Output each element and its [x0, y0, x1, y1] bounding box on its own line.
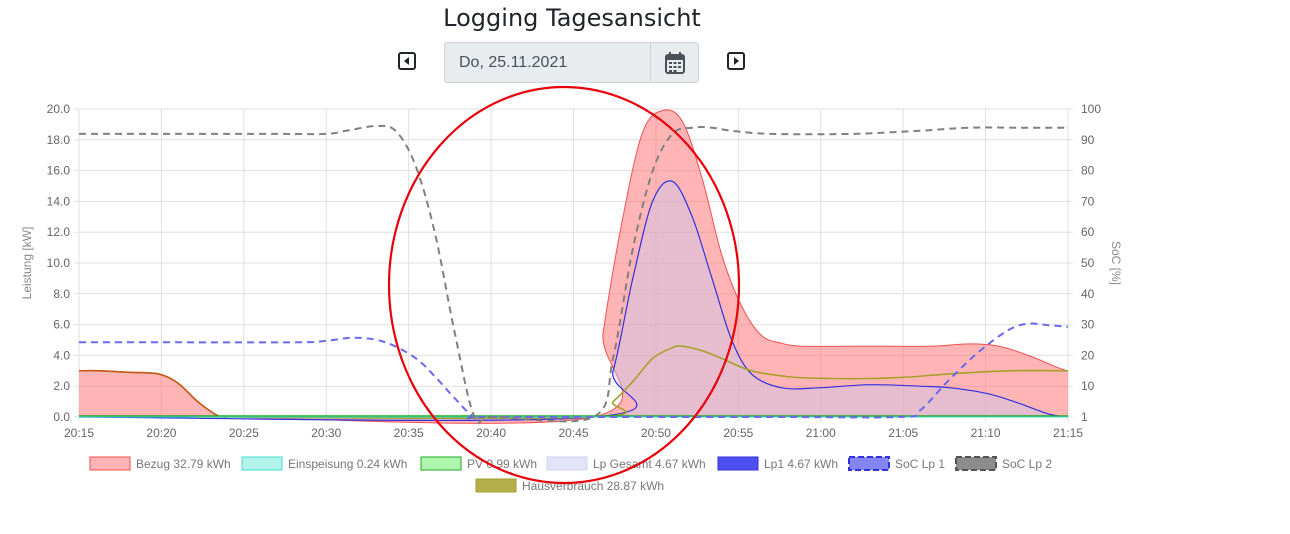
series-soc-lp1-line	[79, 322, 1069, 420]
series-soc-lp2-line	[79, 124, 1068, 425]
y2-tick-label: 100	[1081, 102, 1101, 116]
y-tick-label: 10.0	[47, 256, 71, 270]
x-tick-label: 20:50	[641, 426, 671, 440]
legend-label-soc1: SoC Lp 1	[895, 457, 945, 471]
y-tick-label: 0.0	[53, 410, 70, 424]
legend-label-lp_gesamt: Lp Gesamt 4.67 kWh	[593, 457, 706, 471]
series-bezug-area	[79, 109, 1068, 424]
y2-tick-label: 90	[1081, 133, 1095, 147]
series-lp-gesamt-area	[79, 180, 1068, 421]
previous-day-button[interactable]	[398, 52, 416, 70]
legend-swatch-lp1	[717, 456, 759, 471]
y-tick-label: 14.0	[47, 194, 71, 208]
y-axis-label: Leistung [kW]	[20, 227, 34, 300]
x-tick-label: 20:15	[64, 426, 94, 440]
date-input[interactable]: Do, 25.11.2021	[459, 54, 568, 71]
y2-tick-label: 70	[1081, 194, 1095, 208]
chart-grid	[74, 108, 1073, 422]
series-bezug-haus-overlap-line	[78, 369, 228, 418]
legend-swatch-soc2	[955, 456, 997, 471]
red-circle-annotation	[387, 85, 741, 485]
legend-swatch-haus	[475, 478, 517, 493]
y-tick-label: 12.0	[47, 225, 71, 239]
x-tick-label: 21:15	[1053, 426, 1083, 440]
legend-label-lp1: Lp1 4.67 kWh	[764, 457, 838, 471]
legend-item-soc2: SoC Lp 2	[955, 456, 1052, 471]
legend-label-bezug: Bezug 32.79 kWh	[136, 457, 231, 471]
page-title: Logging Tagesansicht	[443, 4, 701, 32]
legend-label-pv: PV 0.99 kWh	[467, 457, 537, 471]
legend-swatch-soc1	[848, 456, 890, 471]
y2-tick-label: 30	[1081, 318, 1095, 332]
y-tick-label: 20.0	[47, 102, 71, 116]
x-tick-label: 20:45	[558, 426, 588, 440]
x-tick-label: 20:55	[723, 426, 753, 440]
y-tick-label: 2.0	[53, 379, 70, 393]
legend-item-haus: Hausverbrauch 28.87 kWh	[475, 478, 664, 493]
date-picker[interactable]: Do, 25.11.2021	[444, 42, 699, 83]
series-lp1-line	[78, 180, 1069, 422]
y-tick-label: 16.0	[47, 164, 71, 178]
y2-tick-label: 1	[1081, 410, 1088, 424]
calendar-icon	[664, 51, 685, 74]
x-tick-label: 20:40	[476, 426, 506, 440]
next-day-button[interactable]	[727, 52, 745, 70]
legend-item-einspeisung: Einspeisung 0.24 kWh	[241, 456, 407, 471]
x-tick-label: 20:35	[394, 426, 424, 440]
y2-tick-label: 80	[1081, 164, 1095, 178]
calendar-button[interactable]	[650, 43, 698, 82]
y2-tick-label: 50	[1081, 256, 1095, 270]
legend-item-soc1: SoC Lp 1	[848, 456, 945, 471]
caret-right-square-icon	[734, 57, 739, 65]
caret-left-square-icon	[404, 57, 409, 65]
y-tick-label: 4.0	[53, 348, 70, 362]
legend-swatch-lp_gesamt	[546, 456, 588, 471]
x-tick-label: 21:05	[888, 426, 918, 440]
x-tick-label: 21:00	[806, 426, 836, 440]
chart-series	[78, 109, 1069, 425]
chart-axes: 20:15 20:20 20:25 20:30 20:35 20:40 20:45 20:50…	[20, 102, 1123, 440]
y-tick-label: 18.0	[47, 133, 71, 147]
y-tick-label: 8.0	[53, 287, 70, 301]
x-tick-label: 20:25	[229, 426, 259, 440]
x-tick-label: 20:20	[146, 426, 176, 440]
x-tick-label: 21:10	[971, 426, 1001, 440]
legend-swatch-einspeisung	[241, 456, 283, 471]
y-tick-label: 6.0	[53, 318, 70, 332]
legend-item-lp1: Lp1 4.67 kWh	[717, 456, 838, 471]
chart-legend: Bezug 32.79 kWh Einspeisung 0.24 kWh PV 0.…	[89, 456, 1052, 493]
y2-tick-label: 40	[1081, 287, 1095, 301]
legend-label-soc2: SoC Lp 2	[1002, 457, 1052, 471]
y2-tick-label: 60	[1081, 225, 1095, 239]
legend-item-lp_gesamt: Lp Gesamt 4.67 kWh	[546, 456, 706, 471]
y2-tick-label: 10	[1081, 379, 1095, 393]
legend-item-bezug: Bezug 32.79 kWh	[89, 456, 231, 471]
y2-tick-label: 20	[1081, 348, 1095, 362]
y2-axis-label: SoC [%]	[1109, 241, 1123, 285]
legend-label-einspeisung: Einspeisung 0.24 kWh	[288, 457, 407, 471]
x-tick-label: 20:30	[311, 426, 341, 440]
legend-swatch-pv	[420, 456, 462, 471]
legend-swatch-bezug	[89, 456, 131, 471]
